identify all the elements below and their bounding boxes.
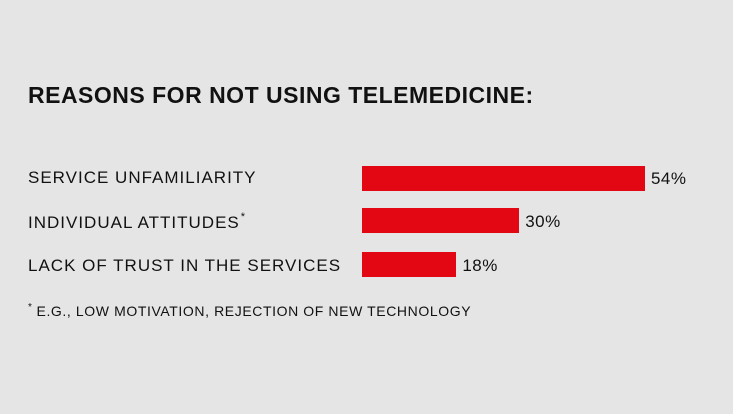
category-label-individual-attitudes: INDIVIDUAL ATTITUDES* bbox=[28, 211, 246, 233]
category-label-text: LACK OF TRUST IN THE SERVICES bbox=[28, 256, 342, 275]
bar-individual-attitudes bbox=[362, 208, 520, 233]
footnote-marker: * bbox=[240, 211, 247, 223]
chart-title: REASONS FOR NOT USING TELEMEDICINE: bbox=[28, 82, 534, 108]
bar-lack-of-trust bbox=[362, 252, 457, 277]
value-label-individual-attitudes: 30% bbox=[525, 212, 561, 231]
category-label-text: INDIVIDUAL ATTITUDES bbox=[28, 213, 240, 232]
footnote-marker: * bbox=[28, 302, 33, 313]
category-label-text: SERVICE UNFAMILIARITY bbox=[28, 168, 257, 187]
value-label-lack-of-trust: 18% bbox=[462, 256, 498, 275]
bar-service-unfamiliarity bbox=[362, 166, 645, 191]
category-label-service-unfamiliarity: SERVICE UNFAMILIARITY bbox=[28, 168, 257, 188]
footnote: * E.G., LOW MOTIVATION, REJECTION OF NEW … bbox=[28, 302, 471, 319]
value-label-service-unfamiliarity: 54% bbox=[650, 169, 687, 188]
footnote-text: E.G., LOW MOTIVATION, REJECTION OF NEW T… bbox=[36, 303, 472, 319]
category-label-lack-of-trust: LACK OF TRUST IN THE SERVICES bbox=[28, 256, 341, 276]
